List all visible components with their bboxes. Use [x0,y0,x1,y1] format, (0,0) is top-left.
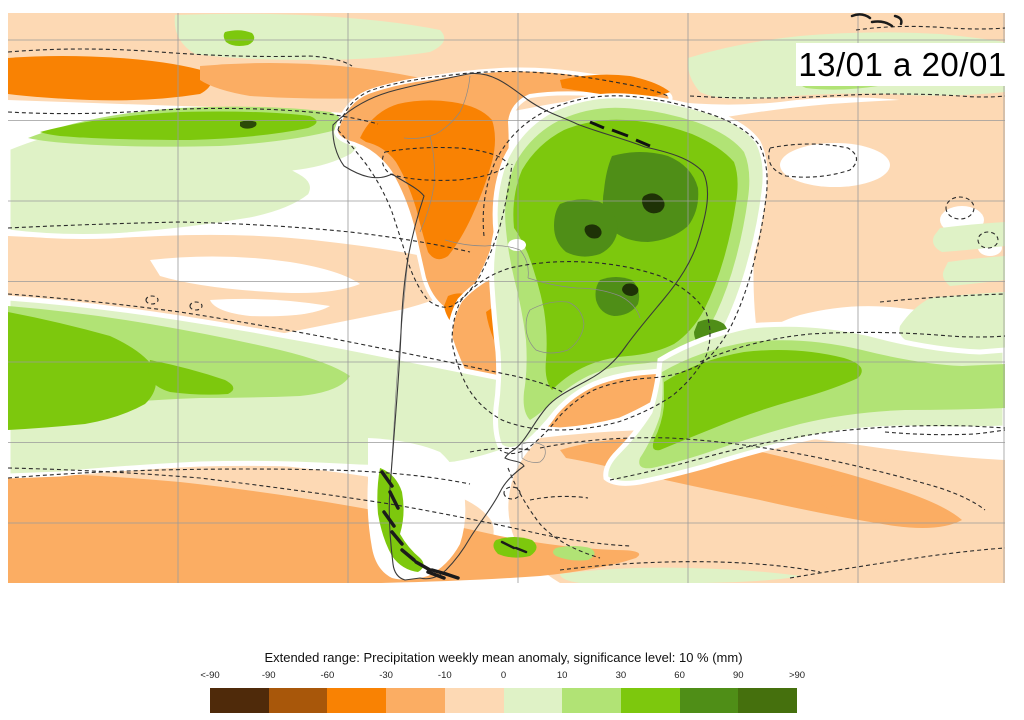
region-palegreen-rightstrip [942,256,1005,286]
legend-title: Extended range: Precipitation weekly mea… [264,650,743,665]
significance-hatching [380,13,903,580]
colorbar-segment [620,688,680,713]
region-orange-se-blob [816,485,911,521]
coastline [332,72,709,581]
south-america-precip-map [8,13,1005,583]
significance-contours [8,25,1005,579]
colorbar-tick: 0 [500,670,507,681]
colorbar-segment [268,688,328,713]
colorbar-segment [562,688,621,713]
map-area: 13/01 a 20/01 [8,13,1009,583]
region-chile-green-strip [377,468,424,572]
colorbar [210,688,798,713]
region-south-green-blob [553,546,595,561]
colorbar-tick: -30 [379,670,393,681]
colorbar-tick: 60 [674,670,685,681]
colorbar-tick: 10 [556,670,568,681]
region-bottom-center-palegreen [560,567,800,583]
white-gap [150,256,360,293]
colorbar-segment [327,688,387,713]
colorbar-tick: <-90 [200,670,220,681]
colorbar-tick: 90 [733,670,744,681]
region-palegreen-rightstrip [933,222,1005,252]
colorbar-tick: -60 [320,670,335,681]
white-gap [210,298,330,317]
region-se-green-band [603,292,1005,486]
graticule-grid [8,13,1005,583]
colorbar-ticks: <-90 -90 -60 -30 -10 0 10 30 60 90 >90 [200,670,805,682]
region-palegreen-topleft [174,13,445,60]
region-ocean-green-band [8,106,364,239]
legend: Extended range: Precipitation weekly mea… [0,648,1024,718]
region-orange-topleft [8,56,212,101]
white-gap [780,143,890,187]
colorbar-tick: -10 [437,670,452,681]
colorbar-segment [503,688,563,713]
colorbar-segment [444,688,504,713]
date-range-label: 13/01 a 20/01 [796,43,1009,86]
region-green-topleft-spot [223,30,255,46]
region-orange-bottom [8,472,640,583]
colorbar-tick: >90 [788,670,806,681]
colorbar-segment [738,688,798,713]
colorbar-tick: -90 [261,670,276,681]
colorbar-segment [386,688,445,713]
colorbar-segment [210,688,269,713]
colorbar-tick: 30 [615,670,627,681]
region-peach-midright [700,96,1005,340]
colorbar-segment [679,688,739,713]
